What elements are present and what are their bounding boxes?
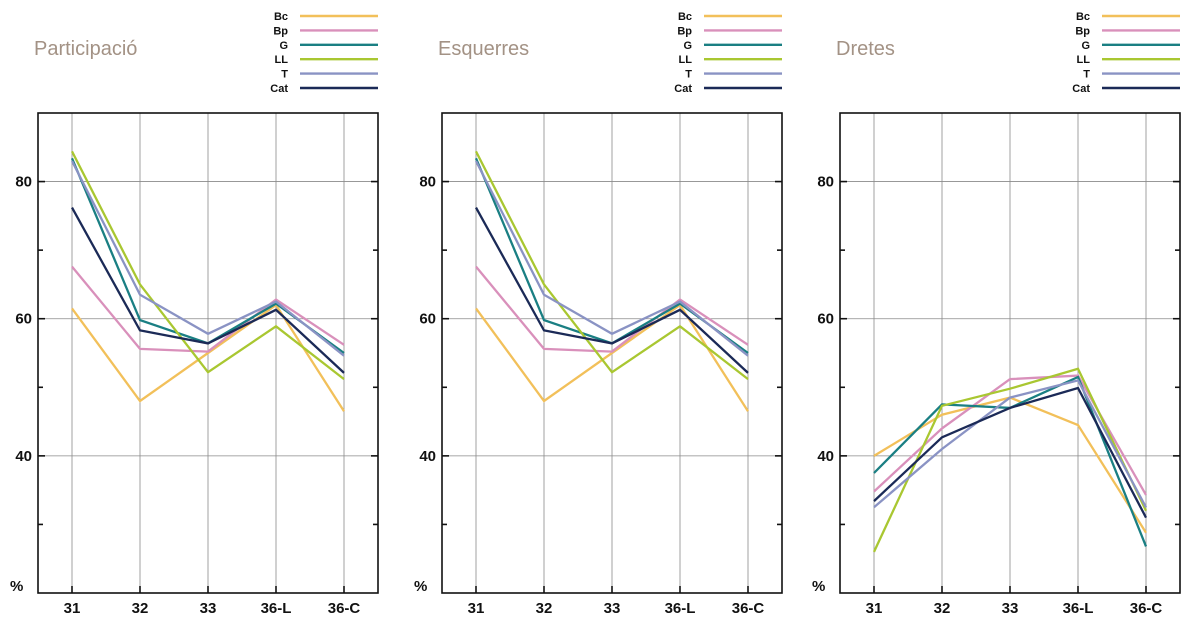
series-line-t bbox=[70, 160, 345, 357]
legend: Bc Bp G LL T Cat bbox=[270, 11, 378, 95]
x-tick-label: 31 bbox=[866, 600, 883, 617]
series-line-bp bbox=[475, 265, 749, 353]
legend-label: LL bbox=[275, 54, 289, 66]
y-tick-label: 40 bbox=[15, 448, 32, 465]
x-tick-label: 33 bbox=[1002, 600, 1019, 617]
legend: Bc Bp G LL T Cat bbox=[1072, 11, 1180, 95]
legend-label: G bbox=[683, 40, 692, 52]
chart-title: Participació bbox=[34, 38, 137, 60]
x-tick-label: 36-C bbox=[732, 600, 765, 617]
y-tick-label: 80 bbox=[419, 174, 436, 191]
y-tick-label: 60 bbox=[419, 311, 436, 328]
legend-label: Cat bbox=[1072, 83, 1090, 95]
x-tick-label: 36-L bbox=[261, 600, 292, 617]
chart-title: Dretes bbox=[836, 38, 895, 60]
y-unit-label: % bbox=[10, 578, 23, 595]
legend-label: T bbox=[1083, 69, 1090, 81]
y-tick-label: 40 bbox=[817, 448, 834, 465]
legend: Bc Bp G LL T Cat bbox=[674, 11, 782, 95]
series-line-ll bbox=[474, 150, 749, 381]
series-line-cat bbox=[873, 386, 1148, 519]
series-line-t bbox=[474, 160, 749, 357]
x-tick-label: 31 bbox=[468, 600, 485, 617]
x-tick-label: 32 bbox=[132, 600, 149, 617]
x-tick-label: 33 bbox=[604, 600, 621, 617]
y-tick-label: 60 bbox=[15, 311, 32, 328]
y-tick-label: 40 bbox=[419, 448, 436, 465]
legend-label: G bbox=[1081, 40, 1090, 52]
x-tick-label: 32 bbox=[536, 600, 553, 617]
chart-panel-3: Dretes 40 60 80% 31 32 33 36-L 36-C Bc Bp G LL T Cat bbox=[812, 11, 1181, 617]
legend-label: LL bbox=[1077, 54, 1091, 66]
legend-label: T bbox=[685, 69, 692, 81]
x-tick-label: 36-L bbox=[1063, 600, 1094, 617]
series-line-bc bbox=[71, 303, 345, 412]
chart-title: Esquerres bbox=[438, 38, 529, 60]
y-tick-label: 80 bbox=[15, 174, 32, 191]
legend-label: Cat bbox=[270, 83, 288, 95]
legend-label: T bbox=[281, 69, 288, 81]
legend-label: Bc bbox=[274, 11, 288, 23]
legend-label: Bc bbox=[1076, 11, 1090, 23]
chart-panel-1: Participació 40 60 80% 31 32 33 36-L 36-C Bc Bp G LL… bbox=[10, 11, 379, 617]
legend-label: Bc bbox=[678, 11, 692, 23]
x-tick-label: 31 bbox=[64, 600, 81, 617]
series-line-ll bbox=[872, 367, 1148, 553]
series-line-bc bbox=[475, 303, 749, 412]
y-tick-label: 60 bbox=[817, 311, 834, 328]
legend-label: Bp bbox=[677, 25, 692, 37]
y-unit-label: % bbox=[812, 578, 825, 595]
series-line-t bbox=[873, 379, 1148, 509]
chart-panel-2: Esquerres 40 60 80% 31 32 33 36-L 36-C Bc Bp G LL T Ca… bbox=[414, 11, 783, 617]
x-tick-label: 36-C bbox=[328, 600, 361, 617]
legend-label: Bp bbox=[1075, 25, 1090, 37]
x-tick-label: 36-L bbox=[665, 600, 696, 617]
series-line-ll bbox=[70, 150, 345, 381]
x-tick-label: 36-C bbox=[1130, 600, 1163, 617]
series-line-cat bbox=[70, 207, 345, 374]
y-tick-label: 80 bbox=[817, 174, 834, 191]
legend-label: Bp bbox=[273, 25, 288, 37]
series-line-cat bbox=[474, 207, 749, 374]
legend-label: LL bbox=[679, 54, 693, 66]
legend-label: G bbox=[279, 40, 288, 52]
legend-label: Cat bbox=[674, 83, 692, 95]
series-line-bp bbox=[71, 265, 345, 353]
x-tick-label: 33 bbox=[200, 600, 217, 617]
x-tick-label: 32 bbox=[934, 600, 951, 617]
y-unit-label: % bbox=[414, 578, 427, 595]
